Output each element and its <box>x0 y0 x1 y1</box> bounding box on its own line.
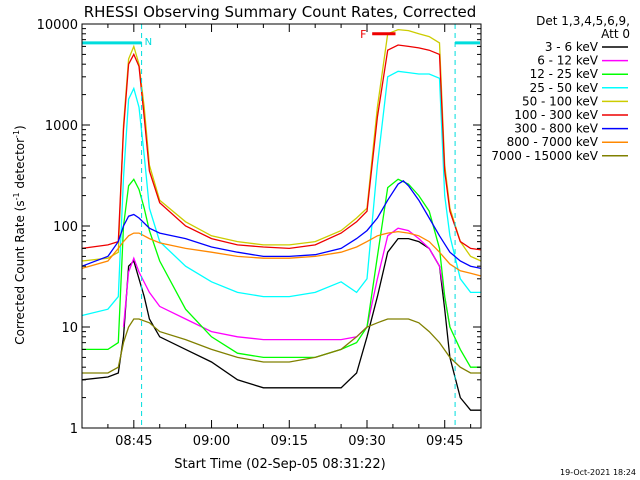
series-line-1 <box>122 227 451 341</box>
y-tick-label: 10000 <box>37 18 78 33</box>
y-tick-label: 1000 <box>45 119 78 134</box>
legend-label: 12 - 25 keV <box>530 67 599 81</box>
series-line-3 <box>81 70 481 317</box>
legend-label: 100 - 300 keV <box>514 108 598 122</box>
y-tick-label: 10 <box>61 321 78 336</box>
night-label: N <box>145 37 152 48</box>
y-tick-label: 1 <box>70 422 78 437</box>
y-axis-label-sup: -1 <box>12 130 21 138</box>
y-axis-label-part: ) <box>13 125 27 130</box>
legend-label: 300 - 800 keV <box>514 122 598 136</box>
series-line-6 <box>81 179 482 270</box>
flare-label: F <box>360 28 366 41</box>
y-axis-label-part: Corrected Count Rate (s <box>13 200 27 344</box>
y-axis-label: Corrected Count Rate (s-1 detector-1) <box>12 125 27 344</box>
x-tick-label: 09:30 <box>348 434 385 449</box>
legend-label: 25 - 50 keV <box>530 81 599 95</box>
series-line-4 <box>81 28 482 262</box>
y-axis-label-part: detector <box>13 138 27 193</box>
legend-label: 6 - 12 keV <box>537 54 599 68</box>
x-tick-label: 09:15 <box>271 434 308 449</box>
x-tick-label: 09:45 <box>426 434 463 449</box>
legend-label: 800 - 7000 keV <box>507 135 599 149</box>
x-tick-label: 08:45 <box>115 434 152 449</box>
y-tick-label: 100 <box>53 220 78 235</box>
legend-label: 7000 - 15000 keV <box>491 149 598 163</box>
series-line-8 <box>82 318 481 374</box>
timestamp: 19-Oct-2021 18:24 <box>560 468 636 477</box>
series-line-7 <box>81 230 482 277</box>
axis-layer: 1 10 100 1000 10000 08:45 09:00 09:15 09:30 09:45 <box>37 18 482 449</box>
legend-header-line-2: Att 0 <box>601 27 630 41</box>
y-axis-label-sup: -1 <box>12 192 21 200</box>
chart-title: RHESSI Observing Summary Count Rates, Co… <box>84 3 477 21</box>
x-axis-label: Start Time (02-Sep-05 08:31:22) <box>174 457 385 472</box>
x-tick-label: 09:00 <box>193 434 230 449</box>
legend-header-line-1: Det 1,3,4,5,6,9, <box>536 14 630 28</box>
legend-label: 50 - 100 keV <box>522 94 599 108</box>
series-line-5 <box>81 44 482 251</box>
legend-label: 3 - 6 keV <box>545 40 599 54</box>
series-layer <box>81 28 482 411</box>
